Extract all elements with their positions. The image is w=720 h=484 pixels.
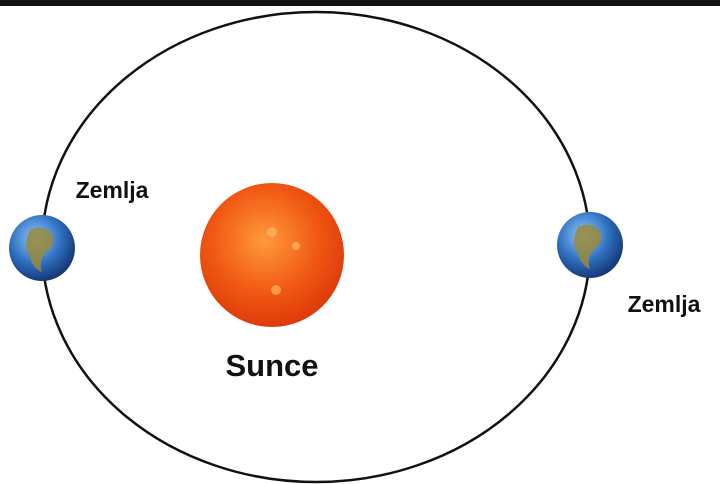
top-bar bbox=[0, 0, 720, 6]
earth-right bbox=[557, 212, 623, 278]
earth-left bbox=[9, 215, 75, 281]
sun-label: Sunce bbox=[225, 348, 318, 383]
earth-label: Zemlja bbox=[628, 291, 701, 317]
earth-label: Zemlja bbox=[76, 177, 149, 203]
sun bbox=[200, 183, 344, 327]
